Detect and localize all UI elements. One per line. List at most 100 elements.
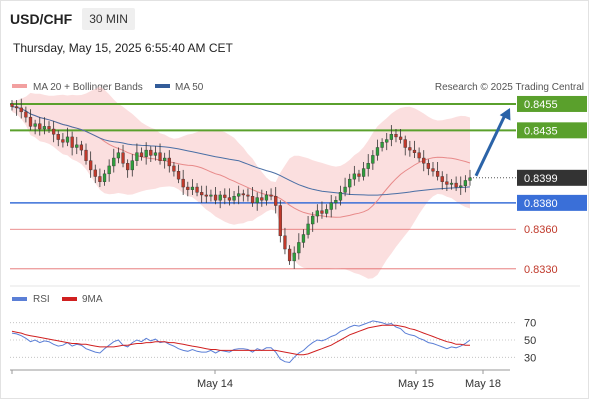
candle-body [431,168,435,172]
candle-body [412,149,417,153]
ma50-line [11,106,471,196]
support-level-label: 0.8360 [524,224,558,236]
x-axis-label: May 15 [398,378,434,390]
candle-body [357,173,361,177]
candle-body [389,134,393,140]
timeframe-button[interactable]: 30 MIN [82,8,135,30]
candle-body [366,163,370,169]
candle-body [158,152,162,161]
candle-body [274,196,278,206]
x-axis-label: May 14 [197,378,233,390]
candle-body [223,194,227,198]
candle-body [56,134,60,140]
candle-body [10,103,14,107]
candle-body [209,194,213,197]
candle-body [61,139,65,143]
candle-body [417,152,421,159]
candle-body [135,152,139,161]
candle-body [343,186,347,193]
copyright-label: Research © 2025 Trading Central [435,82,584,93]
candle-body [79,144,84,151]
legend-label-ma50: MA 50 [175,82,204,93]
candle-body [361,168,366,177]
candle-body [93,169,97,177]
candle-body [42,126,47,130]
forecast-arrow-shaft [474,112,508,177]
candle-body [301,234,306,243]
candle-body [408,147,412,151]
datetime-label: Thursday, May 15, 2025 6:55:40 AM CET [13,41,233,55]
candle-body [260,197,264,201]
candle-body [311,215,315,225]
candle-body [181,178,185,188]
last-price-tag [517,169,587,186]
candle-body [292,252,296,262]
legend-label-rsi: RSI [33,294,50,305]
candle-body [112,157,116,167]
candle-body [324,209,329,214]
candle-body [121,152,125,164]
candle-body [398,136,403,140]
candle-body [153,152,158,156]
bollinger-band [12,86,470,279]
candle-body [283,235,287,250]
candle-body [246,194,250,197]
candle-body [445,181,449,185]
candle-body [14,106,19,109]
support-tag [517,194,587,211]
candle-body [52,128,56,135]
candle-body [186,186,190,190]
candle-body [422,157,426,164]
rsi-tick-label: 30 [524,352,536,364]
candle-body [269,194,273,197]
candle-body [380,142,384,148]
candle-body [334,200,338,204]
candle-body [403,139,407,148]
candle-body [250,196,255,204]
candle-body [107,165,111,175]
candle-body [195,186,199,193]
candle-body [352,173,356,180]
symbol-label: USD/CHF [10,11,73,27]
x-axis-label: May 18 [465,378,501,390]
candle-body [33,123,37,127]
rsi-tick-label: 70 [524,318,536,330]
candle-body [426,163,430,169]
candle-body [375,147,380,156]
rsi-line [11,320,471,364]
candle-body [454,182,458,188]
candle-body [190,186,195,190]
candle-body [130,160,134,171]
candle-body [65,136,70,143]
candle-body [172,165,176,172]
candle-body [232,196,236,201]
candle-body [24,111,28,118]
candle-body [38,123,42,130]
candle-body [255,197,259,204]
legend-label-bollinger: MA 20 + Bollinger Bands [33,82,143,93]
candle-body [75,144,79,148]
candle-body [139,152,144,157]
candle-body [126,163,130,171]
candle-body [449,182,454,185]
legend-swatch-rsi [12,297,27,301]
candle-body [149,149,153,156]
candle-body [278,205,282,237]
forecast-arrow-head [499,107,511,121]
resistance-tag-label: 0.8455 [524,99,558,111]
candle-body [237,193,241,197]
candle-body [213,194,218,201]
candle-body [176,171,181,180]
candle-body [287,248,292,262]
resistance-tag [517,122,587,139]
candle-body [218,194,222,201]
candle-body [435,171,440,177]
candle-body [463,180,468,186]
candle-body [338,192,343,201]
candle-body [19,107,23,113]
last-price-label: 0.8399 [524,173,558,185]
candle-body [47,126,51,130]
candle-body [167,157,171,167]
candle-body [306,223,310,235]
candle-body [116,152,121,159]
